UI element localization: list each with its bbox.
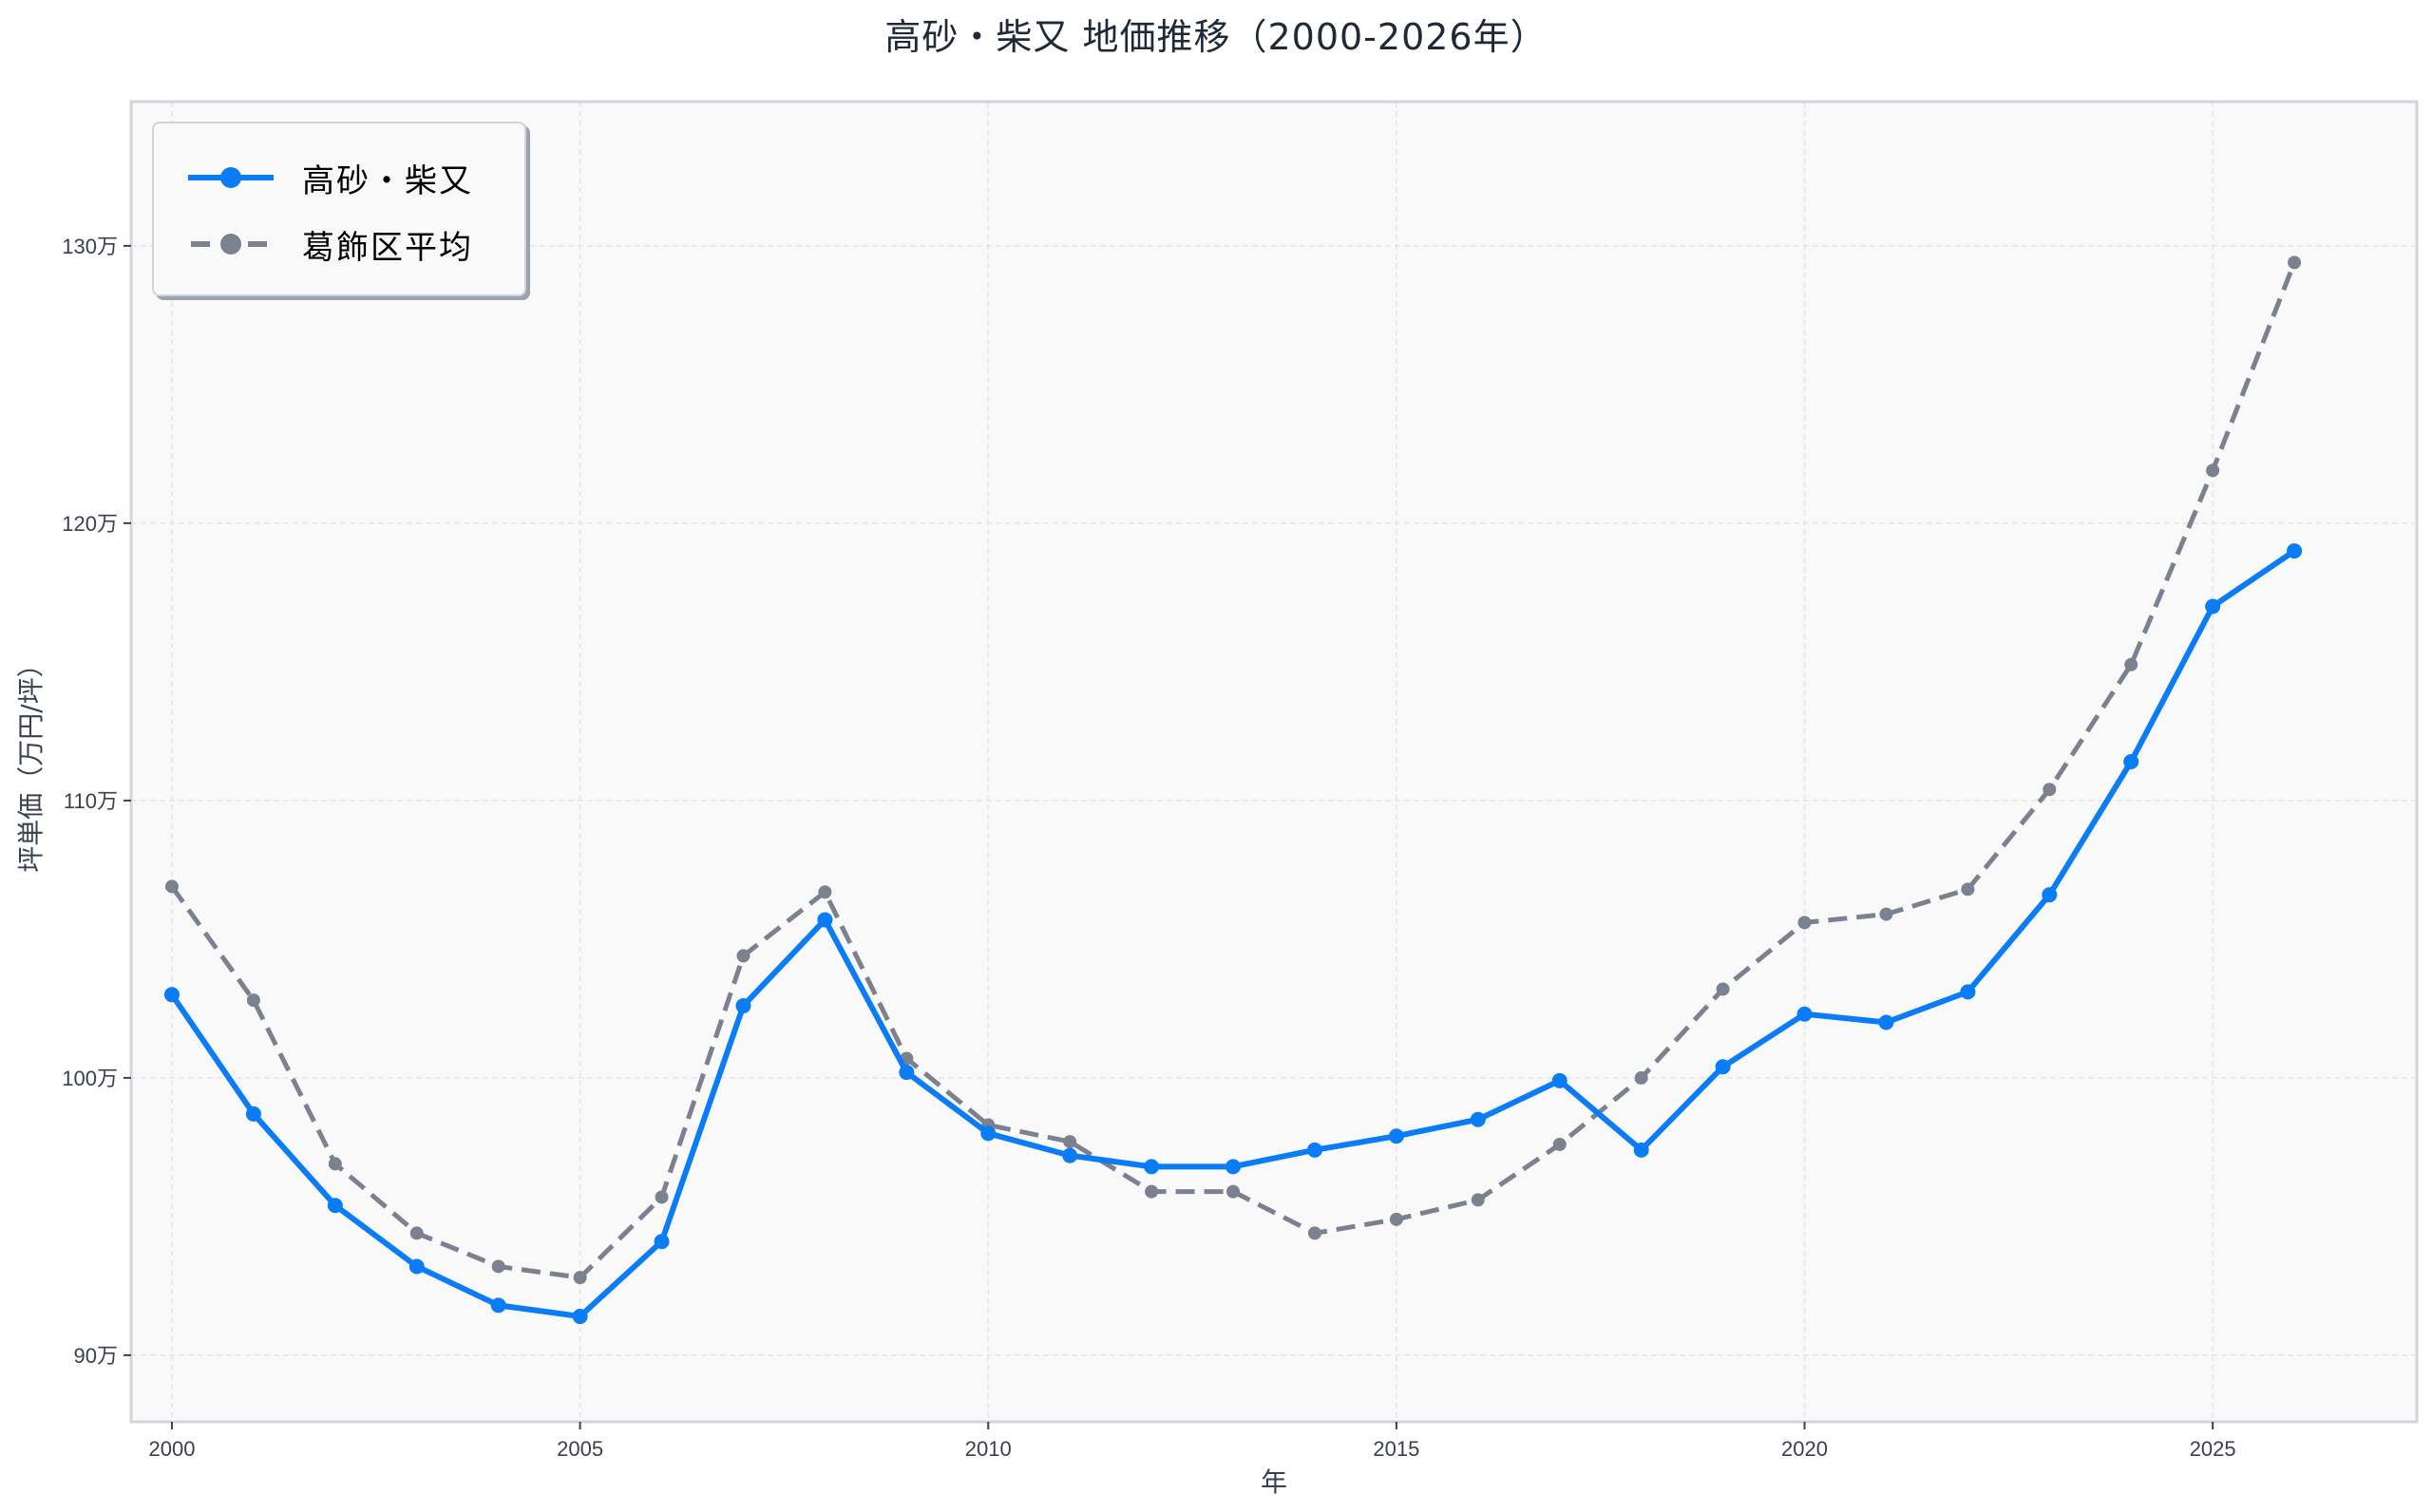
data-point-marker	[1062, 1147, 1078, 1163]
data-point-marker	[735, 997, 751, 1013]
data-point-marker	[573, 1271, 587, 1285]
data-point-marker	[1226, 1184, 1241, 1199]
grid-lines	[131, 102, 2417, 1422]
data-point-marker	[491, 1259, 505, 1274]
data-point-marker	[2287, 543, 2303, 559]
y-tick-label: 110万	[64, 789, 118, 813]
data-point-marker	[1960, 984, 1976, 1000]
series-layer	[163, 255, 2303, 1325]
solid-line-marker-icon	[188, 154, 274, 201]
data-point-marker	[245, 1106, 261, 1122]
data-point-marker	[490, 1297, 506, 1314]
y-tick-label: 130万	[62, 235, 118, 258]
data-point-marker	[1145, 1184, 1159, 1199]
y-axis-label: 坪単価（万円/坪）	[15, 651, 47, 872]
x-tick-label: 2015	[1373, 1437, 1419, 1461]
series-takasago-shibamata	[163, 543, 2303, 1325]
data-point-marker	[654, 1234, 670, 1250]
dashed-line-marker-icon	[188, 220, 274, 268]
data-point-marker	[572, 1309, 588, 1325]
data-point-marker	[1961, 882, 1975, 897]
data-point-marker	[1634, 1070, 1648, 1085]
y-tick-label: 100万	[62, 1067, 118, 1090]
data-point-marker	[1388, 1128, 1404, 1144]
data-point-marker	[1879, 907, 1893, 921]
data-point-marker	[655, 1190, 669, 1204]
data-point-marker	[163, 987, 180, 1003]
data-point-marker	[327, 1198, 343, 1214]
data-point-marker	[1797, 916, 1812, 930]
data-point-marker	[1552, 1137, 1567, 1151]
data-point-marker	[2288, 255, 2302, 270]
legend: 高砂・柴又 葛飾区平均	[152, 122, 526, 296]
data-point-marker	[1389, 1212, 1403, 1226]
data-point-marker	[1878, 1014, 1894, 1030]
x-tick-label: 2005	[557, 1437, 603, 1461]
y-tick-label: 90万	[74, 1344, 118, 1368]
x-tick-label: 2010	[965, 1437, 1012, 1461]
data-point-marker	[2205, 598, 2221, 614]
y-tick-label: 120万	[62, 512, 118, 536]
x-tick-label: 2000	[148, 1437, 195, 1461]
legend-item-takasago-shibamata: 高砂・柴又	[154, 154, 473, 201]
data-point-marker	[2124, 657, 2138, 671]
data-point-marker	[246, 993, 260, 1008]
data-point-marker	[817, 912, 833, 928]
x-tick-label: 2025	[2190, 1437, 2236, 1461]
data-point-marker	[1715, 1059, 1731, 1075]
data-point-marker	[1226, 1159, 1242, 1175]
plot-frame	[129, 100, 2419, 1424]
data-point-marker	[1063, 1135, 1077, 1149]
legend-item-katsushika-average: 葛飾区平均	[154, 220, 473, 268]
data-point-marker	[1551, 1072, 1568, 1088]
legend-label: 高砂・柴又	[302, 161, 473, 200]
data-point-marker	[818, 885, 832, 899]
data-point-marker	[1633, 1142, 1649, 1158]
data-point-marker	[1716, 982, 1730, 996]
data-point-marker	[980, 1125, 997, 1142]
data-point-marker	[164, 879, 179, 894]
series-katsushika-average	[164, 255, 2302, 1285]
chart-title: 高砂・柴又 地価推移（2000-2026年）	[884, 16, 1548, 58]
data-point-marker	[899, 1065, 915, 1081]
data-point-marker	[328, 1157, 342, 1171]
data-point-marker	[2042, 783, 2057, 797]
legend-label: 葛飾区平均	[302, 228, 473, 267]
x-tick-label: 2020	[1781, 1437, 1828, 1461]
data-point-marker	[2206, 463, 2220, 478]
data-point-marker	[1144, 1159, 1160, 1175]
data-point-marker	[409, 1226, 424, 1240]
data-point-marker	[1306, 1142, 1322, 1158]
data-point-marker	[736, 949, 750, 963]
data-point-marker	[1470, 1111, 1486, 1127]
data-point-marker	[408, 1258, 425, 1275]
axis-ticks: 2000 2005 2010 2015 2020 2025 90万 100万 110万 120万 1…	[62, 235, 2235, 1461]
data-point-marker	[2042, 887, 2058, 903]
data-point-marker	[1307, 1226, 1321, 1240]
data-point-marker	[1796, 1006, 1813, 1022]
data-point-marker	[2123, 754, 2139, 769]
x-axis-label: 年	[1261, 1466, 1287, 1498]
plot-area	[131, 102, 2417, 1422]
data-point-marker	[1471, 1193, 1485, 1207]
